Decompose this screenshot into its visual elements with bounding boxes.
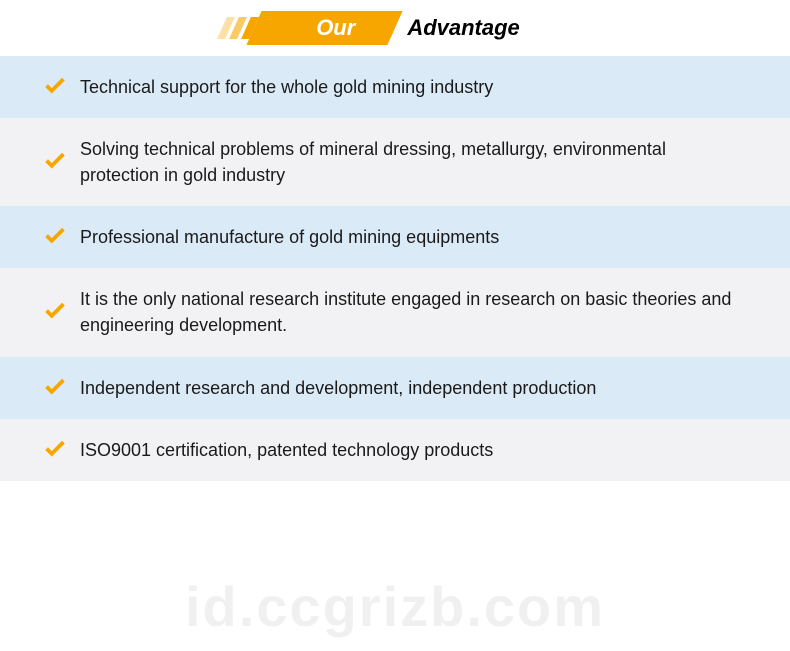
check-icon: [42, 74, 68, 100]
list-item: Professional manufacture of gold mining …: [0, 206, 790, 268]
check-icon: [42, 224, 68, 250]
list-item: Technical support for the whole gold min…: [0, 56, 790, 118]
check-icon: [42, 437, 68, 463]
header-right-label: Advantage: [379, 15, 519, 41]
check-icon: [42, 149, 68, 175]
check-icon: [42, 299, 68, 325]
list-item: It is the only national research institu…: [0, 268, 790, 356]
item-text: Technical support for the whole gold min…: [80, 74, 493, 100]
list-item: ISO9001 certification, patented technolo…: [0, 419, 790, 481]
item-text: Solving technical problems of mineral dr…: [80, 136, 748, 188]
watermark-text: id.ccgrizb.com: [0, 574, 790, 639]
header-left-label: Our: [270, 11, 379, 45]
section-header: Our Advantage: [0, 0, 790, 56]
header-badge: Our Advantage: [270, 11, 520, 45]
check-icon: [42, 375, 68, 401]
item-text: ISO9001 certification, patented technolo…: [80, 437, 493, 463]
item-text: It is the only national research institu…: [80, 286, 748, 338]
list-item: Solving technical problems of mineral dr…: [0, 118, 790, 206]
item-text: Independent research and development, in…: [80, 375, 596, 401]
item-text: Professional manufacture of gold mining …: [80, 224, 499, 250]
list-item: Independent research and development, in…: [0, 357, 790, 419]
advantage-list: Technical support for the whole gold min…: [0, 56, 790, 481]
